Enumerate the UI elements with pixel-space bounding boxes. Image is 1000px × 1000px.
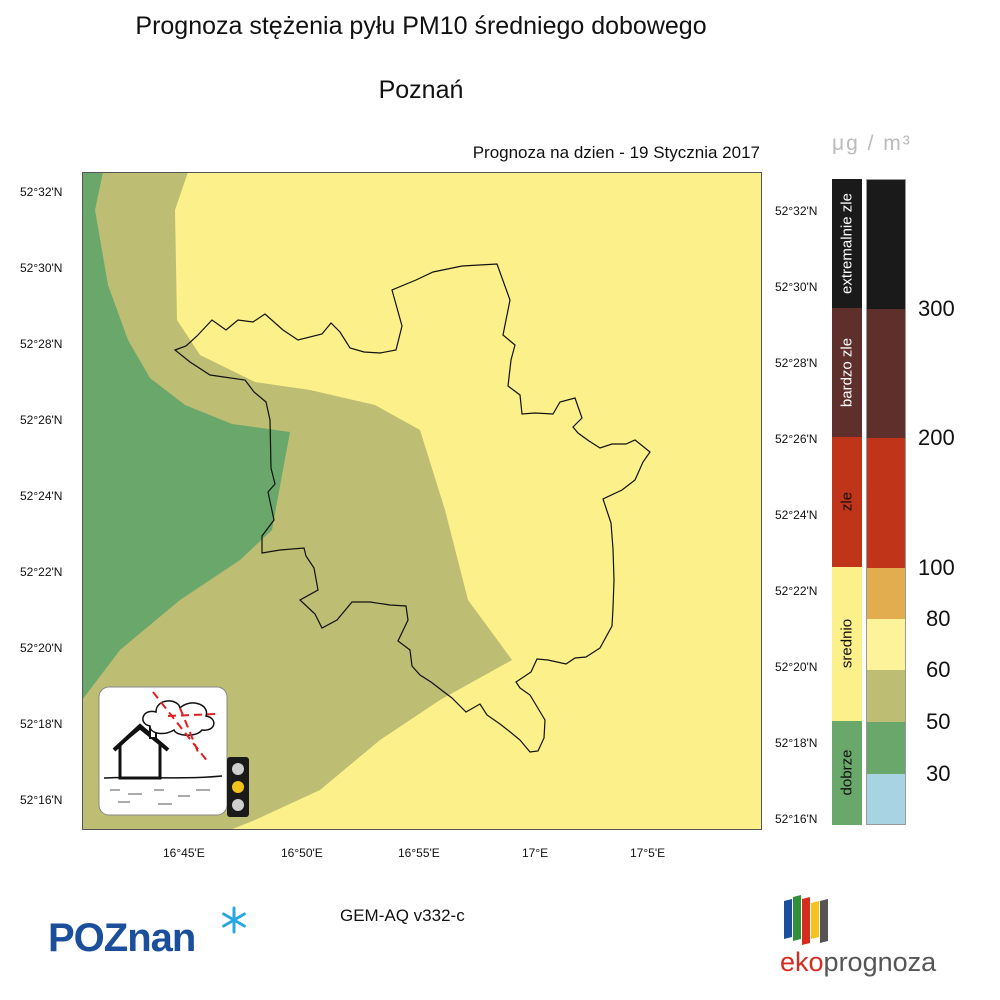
- poznan-logo: POZnan: [48, 906, 258, 966]
- scale-band: [867, 568, 905, 619]
- lat-label-right: 52°28'N: [775, 356, 818, 370]
- lat-label-right: 52°24'N: [775, 508, 818, 522]
- eko-text: eko: [780, 947, 824, 977]
- scale-band: [867, 309, 905, 438]
- lon-label: 17°5'E: [630, 846, 666, 860]
- lon-label: 16°55'E: [398, 846, 440, 860]
- category-label: dobrze: [838, 749, 856, 796]
- lon-label: 17°E: [522, 846, 549, 860]
- zone-olive: [82, 172, 512, 830]
- scale-value: 50: [926, 709, 951, 734]
- prognoza-text: prognoza: [823, 947, 937, 977]
- ekoprognoza-logo: ekoprognoza: [780, 893, 970, 983]
- lat-label-left: 52°20'N: [20, 641, 63, 655]
- category-label: srednio: [838, 618, 856, 669]
- category-very-bad: bardzo zle: [832, 308, 862, 437]
- category-label: bardzo zle: [838, 337, 856, 408]
- lat-label-right: 52°26'N: [775, 432, 818, 446]
- scale-value: 100: [918, 555, 955, 580]
- traffic-light-icon: [227, 757, 249, 817]
- category-bad: zle: [832, 437, 862, 567]
- poznan-logo-text: POZnan: [48, 916, 196, 960]
- value-scale: [866, 179, 906, 825]
- scale-value: 60: [926, 657, 951, 682]
- scale-band: [867, 619, 905, 670]
- lat-label-left: 52°28'N: [20, 337, 63, 351]
- zone-green: [82, 172, 290, 700]
- scale-value: 30: [926, 761, 951, 786]
- unit-label: μg / m³: [832, 132, 912, 155]
- scale-band: [867, 774, 905, 824]
- scale-value: 300: [918, 296, 955, 321]
- lat-label-left: 52°18'N: [20, 717, 63, 731]
- lat-label-right: 52°18'N: [775, 736, 818, 750]
- lon-label: 16°45'E: [163, 846, 205, 860]
- category-label: zle: [838, 491, 856, 512]
- lat-label-left: 52°22'N: [20, 565, 63, 579]
- scale-band: [867, 180, 905, 309]
- scale-value: 80: [926, 606, 951, 631]
- category-good: dobrze: [832, 721, 862, 825]
- lat-label-right: 52°16'N: [775, 812, 818, 826]
- lat-label-left: 52°16'N: [20, 793, 63, 807]
- lat-label-right: 52°32'N: [775, 204, 818, 218]
- scale-value: 200: [918, 425, 955, 450]
- scale-band: [867, 670, 905, 722]
- category-medium: srednio: [832, 567, 862, 721]
- scale-band: [867, 438, 905, 568]
- map-frame: [82, 172, 762, 830]
- asterisk-icon: [222, 906, 246, 934]
- ekoprognoza-logo-text: ekoprognoza: [780, 947, 936, 978]
- ekoprognoza-bars-icon: [784, 895, 828, 945]
- lat-label-left: 52°32'N: [20, 185, 63, 199]
- model-version: GEM-AQ v332-c: [340, 906, 465, 925]
- map-title: Prognoza stężenia pyłu PM10 średniego do…: [135, 12, 707, 40]
- lat-label-right: 52°20'N: [775, 660, 818, 674]
- lat-label-left: 52°24'N: [20, 489, 63, 503]
- lon-label: 16°50'E: [281, 846, 323, 860]
- lat-label-left: 52°30'N: [20, 261, 63, 275]
- house-smog-icon: [98, 686, 228, 816]
- category-extreme: extremalnie zle: [832, 179, 862, 308]
- scale-band: [867, 722, 905, 774]
- category-label: extremalnie zle: [838, 193, 856, 294]
- category-legend: extremalnie zle bardzo zle zle srednio d…: [832, 179, 862, 825]
- lat-label-right: 52°22'N: [775, 584, 818, 598]
- lat-label-right: 52°30'N: [775, 280, 818, 294]
- city-boundary: [173, 263, 651, 753]
- city-name: Poznań: [378, 76, 464, 104]
- forecast-date: Prognoza na dzien - 19 Stycznia 2017: [472, 143, 760, 162]
- lat-label-left: 52°26'N: [20, 413, 63, 427]
